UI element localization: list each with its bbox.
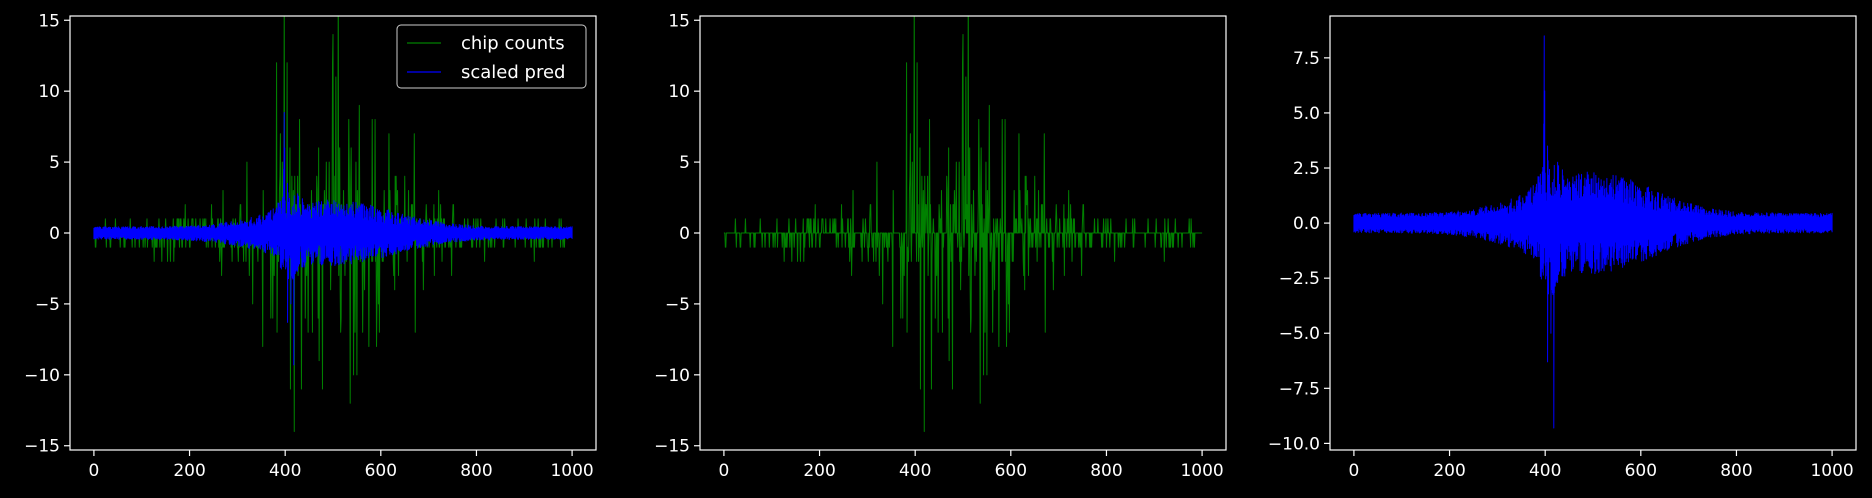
- y-tick-label: −2.5: [1279, 269, 1320, 289]
- series-line-chip-counts: [723, 16, 1203, 433]
- x-tick-label: 200: [1433, 461, 1465, 481]
- x-tick-label: 600: [365, 461, 397, 481]
- x-tick-label: 200: [803, 461, 835, 481]
- y-tick-label: 5: [49, 153, 60, 173]
- y-tick-label: −7.5: [1279, 379, 1320, 399]
- y-tick-label: −5: [665, 295, 690, 315]
- y-tick-label: −15: [24, 437, 60, 457]
- y-tick-label: 15: [668, 11, 690, 31]
- x-tick-label: 0: [1348, 461, 1359, 481]
- y-tick-label: −5: [35, 295, 60, 315]
- x-tick-label: 400: [269, 461, 301, 481]
- plot-area: [1353, 35, 1833, 429]
- y-tick-label: 10: [38, 82, 60, 102]
- chart-panel-middle: 0 200 400 600 800 1000 −15 −10 −5 0 5 10 15: [654, 11, 1227, 481]
- plot-area: [723, 16, 1203, 433]
- chart-panel-right: 0 200 400 600 800 1000 −10.0 −7.5 −5.0 −2.5 0.0 2.5…: [1268, 15, 1857, 481]
- y-tick-label: 0.0: [1293, 214, 1320, 234]
- x-tick-label: 1000: [1810, 461, 1853, 481]
- y-tick-label: −15: [654, 437, 690, 457]
- y-tick-label: 15: [38, 11, 60, 31]
- y-tick-label: 0: [49, 224, 60, 244]
- chart-panel-left: 0 200 400 600 800 1000 −15 −10 −5 0 5 10 15 chip coun…: [24, 11, 597, 481]
- legend: chip counts scaled pred: [396, 24, 587, 89]
- y-tick-label: −10.0: [1268, 434, 1320, 454]
- x-tick-label: 800: [1720, 461, 1752, 481]
- x-tick-label: 0: [718, 461, 729, 481]
- y-tick-label: 2.5: [1293, 159, 1320, 179]
- y-tick-label: −5.0: [1279, 324, 1320, 344]
- x-tick-label: 1000: [1180, 461, 1223, 481]
- legend-label: chip counts: [461, 33, 565, 54]
- y-tick-label: 5: [679, 153, 690, 173]
- x-tick-label: 1000: [550, 461, 593, 481]
- legend-label: scaled pred: [461, 62, 565, 83]
- x-tick-label: 400: [1529, 461, 1561, 481]
- y-tick-label: 10: [668, 82, 690, 102]
- plot-area: [93, 16, 573, 433]
- series-line-scaled-pred: [93, 111, 573, 366]
- x-tick-label: 800: [460, 461, 492, 481]
- y-tick-label: −10: [654, 366, 690, 386]
- x-tick-label: 600: [1625, 461, 1657, 481]
- y-tick-label: 0: [679, 224, 690, 244]
- x-tick-label: 0: [88, 461, 99, 481]
- x-tick-label: 800: [1090, 461, 1122, 481]
- x-tick-label: 200: [173, 461, 205, 481]
- x-tick-label: 600: [995, 461, 1027, 481]
- x-tick-label: 400: [899, 461, 931, 481]
- y-tick-label: 7.5: [1293, 49, 1320, 69]
- series-line-scaled-pred: [1353, 35, 1833, 429]
- y-tick-label: 5.0: [1293, 104, 1320, 124]
- y-tick-label: −10: [24, 366, 60, 386]
- axes-frame: [1329, 15, 1857, 451]
